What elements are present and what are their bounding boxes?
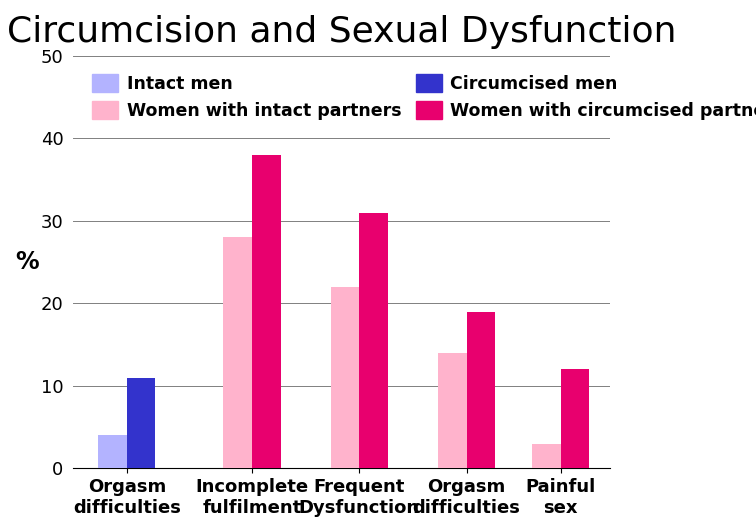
Bar bbox=[532, 444, 560, 469]
Bar bbox=[359, 213, 388, 469]
Bar bbox=[560, 369, 589, 469]
Title: Circumcision and Sexual Dysfunction: Circumcision and Sexual Dysfunction bbox=[7, 15, 676, 49]
Bar bbox=[224, 237, 252, 469]
Bar bbox=[466, 312, 495, 469]
Bar bbox=[252, 155, 280, 469]
Bar bbox=[127, 378, 156, 469]
Y-axis label: %: % bbox=[15, 250, 39, 274]
Bar bbox=[98, 436, 127, 469]
Bar bbox=[330, 287, 359, 469]
Bar bbox=[438, 353, 466, 469]
Legend: Intact men, Women with intact partners, Circumcised men, Women with circumcised : Intact men, Women with intact partners, … bbox=[87, 69, 756, 126]
